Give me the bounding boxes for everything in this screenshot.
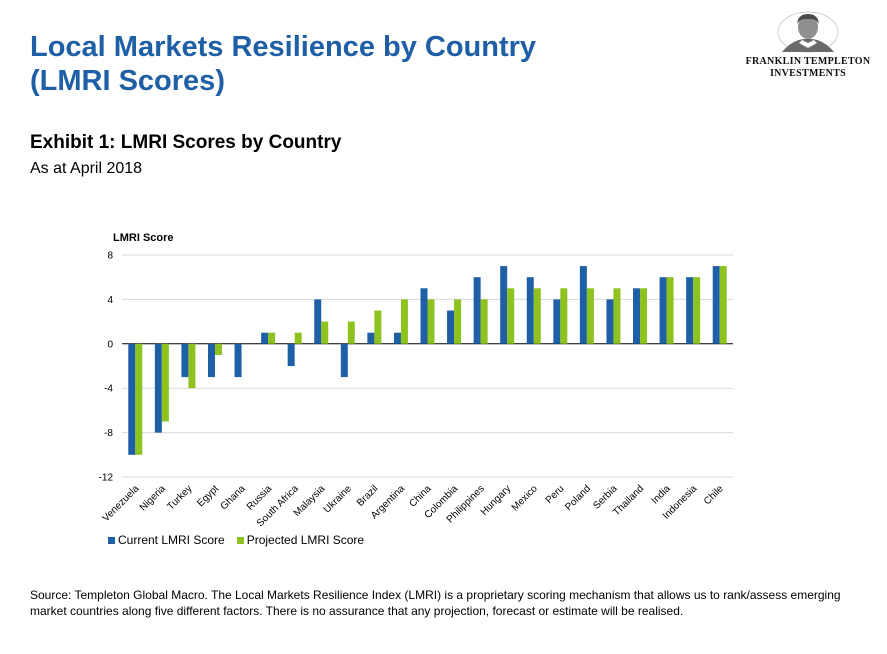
bar-current xyxy=(340,343,348,378)
bar-current xyxy=(473,277,481,344)
bar-projected xyxy=(640,288,648,344)
bar-current xyxy=(261,332,269,344)
bar-current xyxy=(287,343,295,366)
source-note: Source: Templeton Global Macro. The Loca… xyxy=(30,588,841,618)
bar-current xyxy=(500,266,508,344)
bar-projected xyxy=(693,277,701,344)
x-tick-label: Venezuela xyxy=(101,483,142,524)
bars xyxy=(128,266,727,455)
bar-current xyxy=(553,299,561,344)
legend-swatch-current xyxy=(108,536,115,544)
legend-swatch-projected xyxy=(236,536,244,544)
page-title: Local Markets Resilience by Country (LMR… xyxy=(30,30,536,98)
bar-projected xyxy=(666,277,674,344)
legend-label-current: Current LMRI Score xyxy=(118,533,225,547)
bar-current xyxy=(154,343,162,433)
bar-projected xyxy=(188,343,196,389)
y-tick-labels: 8 4 0 -4 -8 -12 xyxy=(99,251,114,484)
chart-legend: Current LMRI Score Projected LMRI Score xyxy=(108,533,364,547)
bar-projected xyxy=(374,310,382,344)
bar-current xyxy=(314,299,322,344)
bar-current xyxy=(633,288,641,344)
y-tick-label: 8 xyxy=(107,251,113,262)
x-tick-label: Ukraine xyxy=(322,483,354,515)
x-tick-label: Ghana xyxy=(219,483,248,512)
bar-projected xyxy=(400,299,408,344)
x-tick-label: Poland xyxy=(563,483,593,513)
x-tick-label: Egypt xyxy=(195,483,221,509)
bar-current xyxy=(712,266,720,344)
bar-current xyxy=(526,277,534,344)
bar-current xyxy=(447,310,455,344)
bar-projected xyxy=(347,321,355,344)
page-title-line-2: (LMRI Scores) xyxy=(30,65,225,97)
logo-text-line-2: INVESTMENTS xyxy=(769,68,847,79)
bar-projected xyxy=(427,299,435,344)
x-tick-label: Mexico xyxy=(510,483,540,513)
bar-current xyxy=(420,288,428,344)
bar-current xyxy=(367,332,375,344)
x-tick-label: Turkey xyxy=(165,483,194,512)
y-axis-label: LMRI Score xyxy=(113,232,174,244)
bar-projected xyxy=(135,343,143,455)
x-tick-label: India xyxy=(650,483,673,506)
x-tick-label: Nigeria xyxy=(138,483,168,513)
logo-text-line-1: FRANKLIN TEMPLETON xyxy=(745,56,871,67)
x-tick-label: Chile xyxy=(702,483,726,507)
bar-projected xyxy=(321,321,329,344)
y-tick-label: -4 xyxy=(104,384,113,395)
bar-current xyxy=(579,266,587,344)
exhibit-title: Exhibit 1: LMRI Scores by Country xyxy=(30,132,342,153)
bar-current xyxy=(234,343,242,378)
bar-current xyxy=(686,277,694,344)
bar-projected xyxy=(161,343,169,422)
bar-current xyxy=(606,299,614,344)
bar-projected xyxy=(586,288,594,344)
bar-projected xyxy=(507,288,515,344)
bar-current xyxy=(128,343,136,455)
bar-projected xyxy=(480,299,488,344)
portrait-medallion-icon xyxy=(777,11,839,53)
bar-projected xyxy=(613,288,621,344)
page-title-line-1: Local Markets Resilience by Country xyxy=(30,31,537,63)
bar-projected xyxy=(533,288,541,344)
bar-projected xyxy=(560,288,568,344)
bar-projected xyxy=(268,332,276,344)
y-tick-label: -8 xyxy=(104,428,113,439)
legend-label-projected: Projected LMRI Score xyxy=(246,533,365,547)
bar-projected xyxy=(454,299,462,344)
x-tick-label: Peru xyxy=(544,483,567,506)
bar-projected xyxy=(294,332,302,344)
bar-projected xyxy=(719,266,727,344)
y-tick-label: 0 xyxy=(107,339,113,350)
bar-current xyxy=(207,343,215,378)
legend-item-projected: Projected LMRI Score xyxy=(236,533,365,547)
bar-current xyxy=(393,332,401,344)
lmri-bar-chart: LMRI Score 8 4 0 -4 -8 -12 VenezuelaNigeriaTu… xyxy=(99,232,733,529)
franklin-templeton-logo: FRANKLIN TEMPLETON INVESTMENTS xyxy=(742,10,874,90)
bar-current xyxy=(181,343,189,378)
bar-current xyxy=(659,277,667,344)
exhibit-subtitle: As at April 2018 xyxy=(30,160,143,177)
y-tick-label: 4 xyxy=(107,295,113,306)
y-tick-label: -12 xyxy=(99,473,114,484)
bar-projected xyxy=(214,343,222,355)
legend-item-current: Current LMRI Score xyxy=(108,533,225,547)
